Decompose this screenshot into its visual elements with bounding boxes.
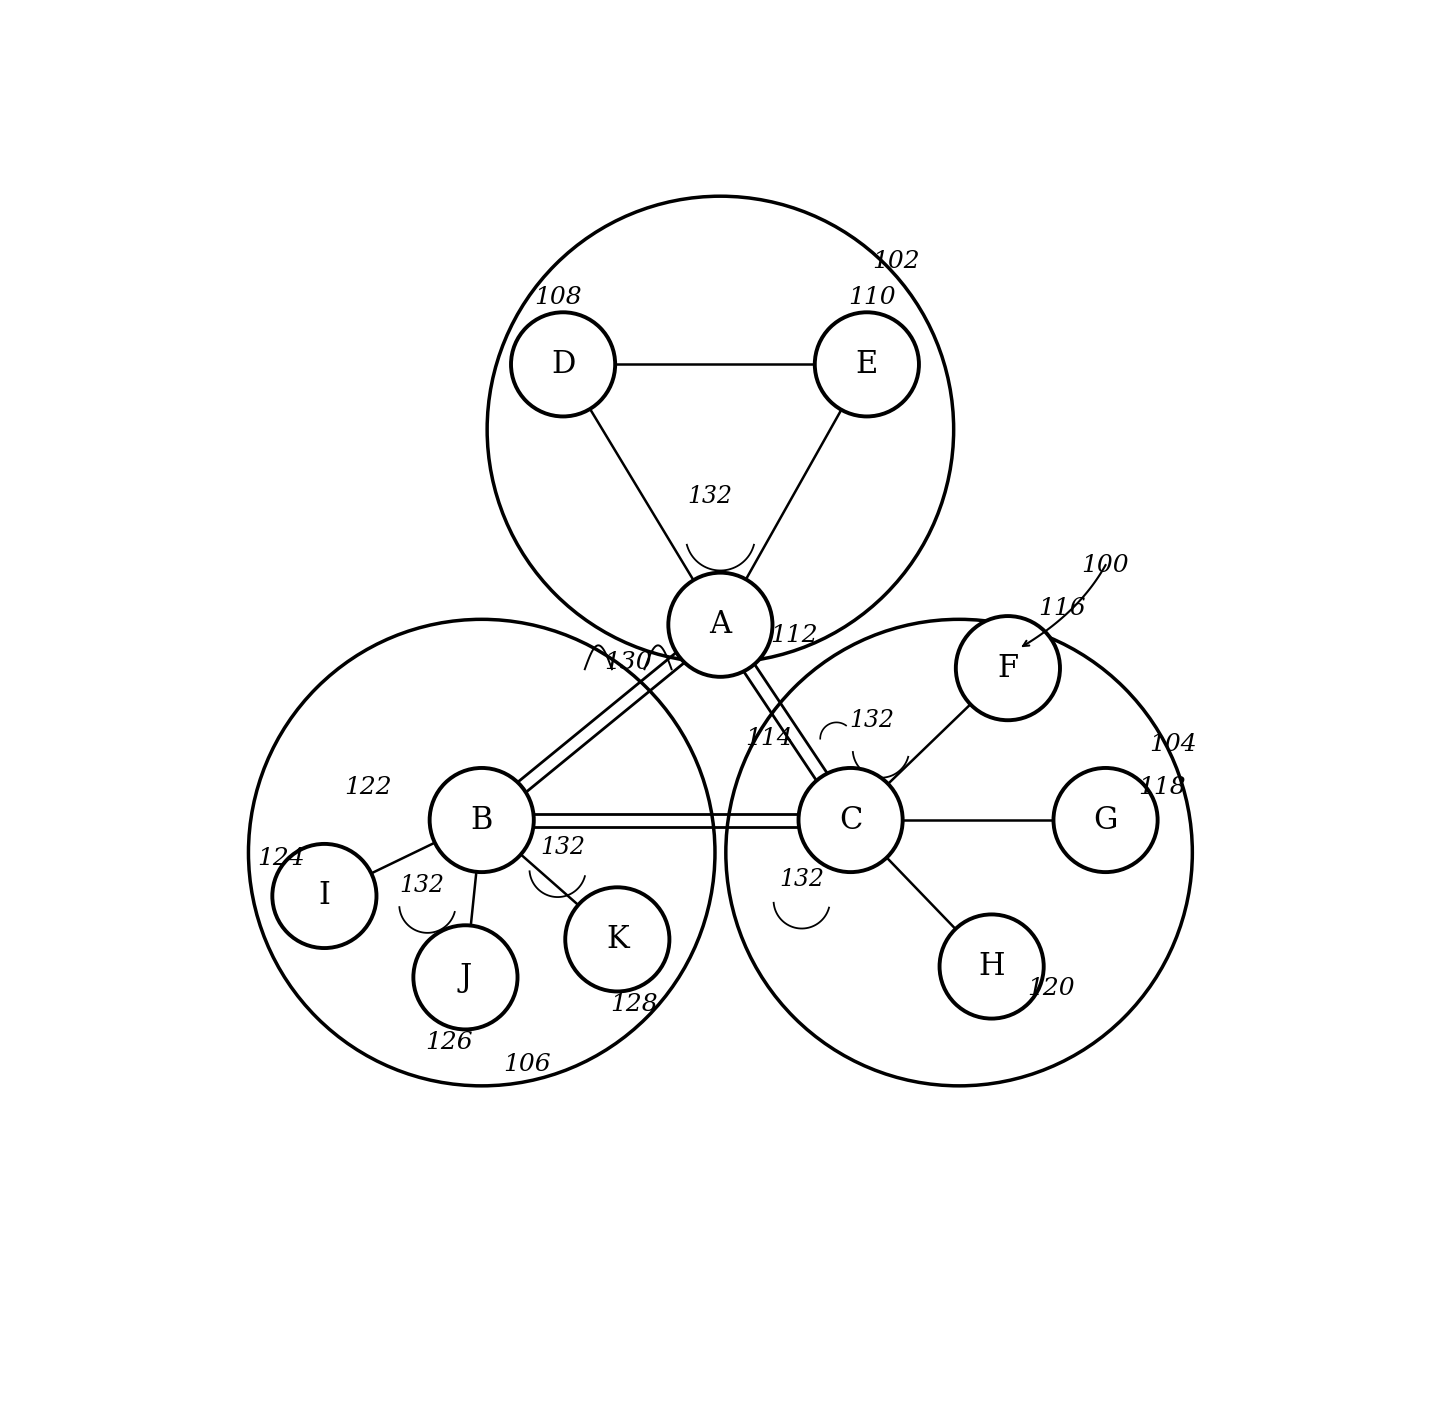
Text: 132: 132	[850, 709, 895, 731]
Circle shape	[956, 616, 1060, 720]
Text: 130: 130	[604, 651, 652, 675]
Text: 128: 128	[610, 993, 657, 1016]
Circle shape	[669, 572, 772, 676]
Text: 108: 108	[534, 286, 582, 309]
Text: 132: 132	[686, 485, 733, 509]
Text: 104: 104	[1148, 733, 1196, 755]
Text: 106: 106	[504, 1053, 552, 1075]
Text: K: K	[605, 924, 628, 955]
Text: 122: 122	[345, 776, 391, 799]
Text: 132: 132	[540, 836, 585, 858]
Text: I: I	[319, 881, 330, 912]
Text: 110: 110	[849, 286, 896, 309]
Text: 120: 120	[1028, 976, 1074, 1000]
Text: E: E	[856, 349, 877, 380]
Text: 132: 132	[400, 874, 445, 896]
Text: 132: 132	[779, 868, 824, 892]
Circle shape	[940, 914, 1044, 1019]
Circle shape	[413, 926, 517, 1030]
Text: 126: 126	[426, 1031, 473, 1054]
Text: 124: 124	[258, 847, 306, 869]
Text: C: C	[838, 805, 862, 836]
Text: J: J	[459, 962, 472, 993]
Circle shape	[272, 844, 376, 948]
Text: G: G	[1093, 805, 1118, 836]
Circle shape	[430, 768, 534, 872]
Text: 116: 116	[1038, 597, 1086, 620]
Circle shape	[815, 313, 919, 417]
Text: 112: 112	[770, 624, 818, 647]
Circle shape	[565, 888, 669, 992]
Text: H: H	[979, 951, 1005, 982]
Circle shape	[798, 768, 902, 872]
Text: D: D	[550, 349, 575, 380]
Circle shape	[1054, 768, 1157, 872]
Text: A: A	[710, 609, 731, 640]
Text: 118: 118	[1138, 776, 1186, 799]
Text: 102: 102	[872, 249, 919, 273]
Circle shape	[511, 313, 615, 417]
Text: 114: 114	[746, 727, 794, 750]
Text: F: F	[998, 652, 1018, 683]
Text: B: B	[471, 805, 492, 836]
Text: 100: 100	[1082, 554, 1129, 576]
